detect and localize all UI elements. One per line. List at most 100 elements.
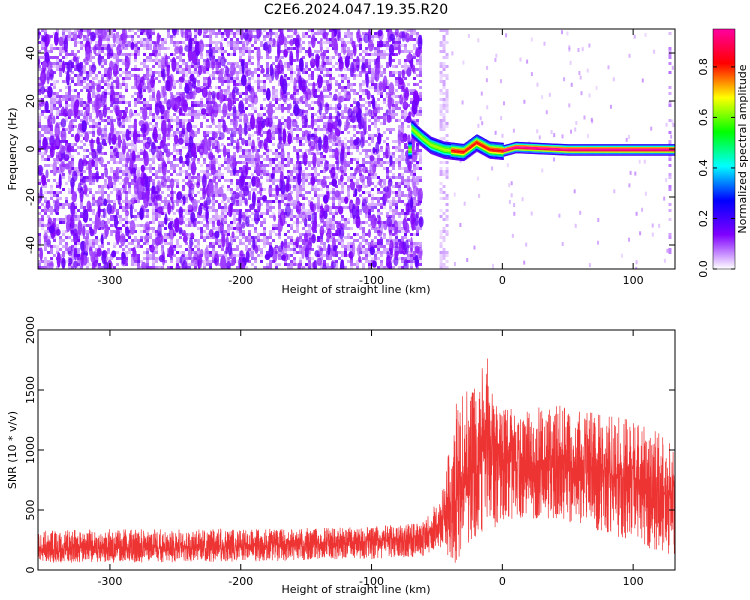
noise-cell: [314, 188, 317, 191]
noise-cell: [167, 236, 170, 239]
noise-cell: [311, 197, 314, 200]
noise-cell: [170, 206, 173, 209]
noise-cell: [92, 221, 95, 224]
noise-cell: [335, 80, 338, 83]
noise-cell: [338, 251, 341, 254]
noise-cell: [266, 77, 269, 80]
noise-cell: [149, 227, 152, 230]
noise-cell: [38, 80, 41, 83]
noise-cell: [143, 32, 146, 35]
noise-cell: [266, 41, 269, 44]
noise-cell: [164, 65, 167, 68]
noise-cell: [71, 266, 74, 269]
noise-cell: [167, 161, 170, 164]
noise-cell: [155, 257, 158, 260]
noise-cell: [332, 233, 335, 236]
noise-cell: [152, 221, 155, 224]
noise-cell: [131, 194, 134, 197]
noise-cell: [161, 116, 164, 119]
noise-cell: [53, 32, 56, 35]
noise-cell: [257, 65, 260, 68]
noise-cell: [245, 239, 248, 242]
noise-cell: [371, 182, 374, 185]
noise-cell: [350, 104, 353, 107]
noise-cell: [98, 188, 101, 191]
noise-cell: [260, 203, 263, 206]
noise-cell: [179, 65, 182, 68]
noise-cell: [320, 164, 323, 167]
noise-cell: [269, 206, 272, 209]
noise-cell: [308, 74, 311, 77]
noise-cell: [254, 260, 257, 263]
noise-cell: [359, 242, 362, 245]
noise-cell: [296, 128, 299, 131]
noise-cell: [347, 227, 350, 230]
noise-cell: [140, 110, 143, 113]
noise-cell: [128, 56, 131, 59]
noise-cell: [155, 41, 158, 44]
noise-cell: [101, 62, 104, 65]
noise-cell: [179, 92, 182, 95]
noise-cell: [134, 41, 137, 44]
noise-cell: [248, 242, 251, 245]
noise-cell: [317, 128, 320, 131]
noise-cell: [92, 62, 95, 65]
noise-cell: [50, 131, 53, 134]
noise-cell: [371, 80, 374, 83]
noise-cell: [50, 107, 53, 110]
noise-cell: [110, 167, 113, 170]
noise-cell: [248, 149, 251, 152]
noise-cell: [167, 32, 170, 35]
noise-cell: [254, 110, 257, 113]
noise-cell: [365, 215, 368, 218]
noise-cell: [338, 143, 341, 146]
noise-cell: [152, 116, 155, 119]
noise-cell: [41, 266, 44, 269]
noise-cell: [122, 53, 125, 56]
noise-cell: [185, 248, 188, 251]
noise-cell: [353, 158, 356, 161]
noise-cell: [185, 218, 188, 221]
noise-cell: [233, 35, 236, 38]
noise-cell: [95, 203, 98, 206]
noise-cell: [272, 62, 275, 65]
noise-cell: [335, 53, 338, 56]
noise-cell: [326, 227, 329, 230]
noise-cell: [92, 128, 95, 131]
noise-cell: [344, 92, 347, 95]
noise-cell: [335, 197, 338, 200]
noise-cell: [266, 179, 269, 182]
noise-cell: [371, 176, 374, 179]
noise-cell: [206, 101, 209, 104]
noise-cell: [242, 131, 245, 134]
noise-cell: [161, 221, 164, 224]
noise-cell: [125, 101, 128, 104]
noise-cell: [113, 53, 116, 56]
noise-cell: [110, 146, 113, 149]
noise-cell: [77, 242, 80, 245]
noise-cell: [215, 239, 218, 242]
noise-cell: [56, 59, 59, 62]
noise-cell: [92, 131, 95, 134]
noise-cell: [116, 215, 119, 218]
noise-cell: [356, 182, 359, 185]
noise-cell: [254, 119, 257, 122]
noise-cell: [236, 236, 239, 239]
noise-cell: [257, 77, 260, 80]
noise-cell: [326, 116, 329, 119]
noise-cell: [167, 29, 170, 32]
noise-cell: [134, 77, 137, 80]
noise-cell: [56, 218, 59, 221]
noise-cell: [371, 137, 374, 140]
noise-cell: [107, 41, 110, 44]
noise-cell: [89, 191, 92, 194]
noise-cell: [110, 29, 113, 32]
noise-cell: [272, 230, 275, 233]
noise-cell: [209, 251, 212, 254]
noise-cell: [317, 41, 320, 44]
noise-cell: [197, 65, 200, 68]
noise-cell: [308, 131, 311, 134]
noise-cell: [140, 41, 143, 44]
noise-cell: [62, 44, 65, 47]
noise-cell: [305, 209, 308, 212]
